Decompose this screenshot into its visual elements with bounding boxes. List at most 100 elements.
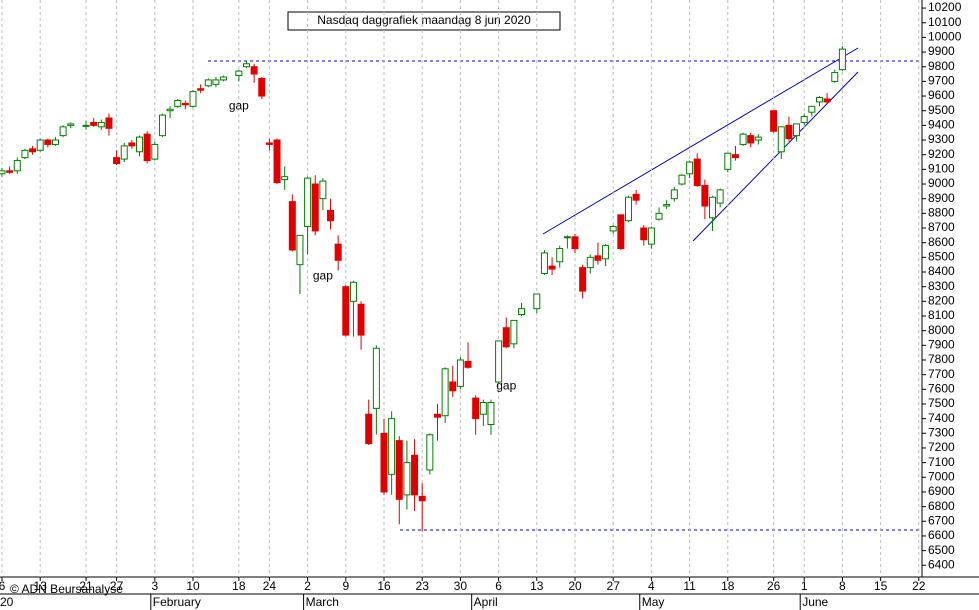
- candle-body: [594, 255, 602, 261]
- candle-body: [678, 174, 686, 185]
- y-tick-label: 6500: [928, 543, 955, 557]
- title-box: [287, 11, 561, 31]
- x-tick-label: 18: [232, 579, 246, 593]
- y-tick-label: 7000: [928, 469, 955, 483]
- annotation: gap: [229, 98, 249, 112]
- x-tick-label: 11: [683, 579, 696, 593]
- candle-body: [739, 133, 747, 145]
- y-tick-label: 8500: [928, 250, 955, 264]
- candle-body: [686, 161, 694, 175]
- candle-body: [731, 154, 739, 159]
- y-tick-label: 9000: [928, 176, 955, 190]
- y-tick-label: 9200: [928, 147, 955, 161]
- candle-body: [770, 110, 778, 132]
- month-label: April: [474, 595, 498, 609]
- candle-body: [189, 91, 197, 107]
- y-tick-label: 8600: [928, 235, 955, 249]
- candle-body: [754, 136, 762, 141]
- month-label: June: [802, 595, 828, 609]
- candle-body: [166, 108, 174, 112]
- y-tick-label: 7100: [928, 455, 955, 469]
- y-tick-label: 6900: [928, 484, 955, 498]
- candle-body: [724, 152, 732, 170]
- candle-body: [808, 105, 816, 113]
- candle-body: [113, 157, 121, 164]
- candle-body: [411, 454, 419, 496]
- candle-body: [311, 183, 319, 232]
- candle-body: [663, 204, 671, 207]
- candle-body: [655, 212, 663, 220]
- candle-body: [815, 97, 823, 103]
- x-tick-label: 13: [530, 579, 544, 593]
- candle-body: [44, 139, 52, 145]
- candle-body: [510, 319, 518, 345]
- candle-body: [464, 360, 472, 368]
- candle-body: [13, 160, 21, 172]
- candle-body: [220, 76, 228, 81]
- candle-body: [242, 63, 250, 68]
- x-tick-label: 10: [186, 579, 200, 593]
- candle-body: [540, 252, 548, 274]
- x-tick-label: 15: [874, 579, 888, 593]
- candle-body: [800, 116, 808, 123]
- candle-body: [602, 245, 610, 260]
- candle-body: [548, 265, 556, 270]
- x-tick-label: 16: [377, 579, 391, 593]
- x-tick-label: 20: [568, 579, 582, 593]
- candle-body: [647, 227, 655, 245]
- candle-body: [105, 117, 113, 129]
- candle-body: [0, 170, 6, 175]
- candle-body: [97, 121, 105, 128]
- candle-body: [158, 114, 166, 137]
- y-tick-label: 8700: [928, 220, 955, 234]
- x-tick-label: 21: [79, 579, 93, 593]
- y-tick-label: 8100: [928, 308, 955, 322]
- x-tick-label: 24: [263, 579, 277, 593]
- candle-body: [181, 102, 189, 106]
- x-tick-label: 18: [721, 579, 735, 593]
- candle-body: [495, 340, 503, 383]
- y-tick-label: 9400: [928, 118, 955, 132]
- y-tick-label: 9700: [928, 74, 955, 88]
- x-tick-label: 1: [801, 579, 808, 593]
- candle-body: [502, 327, 510, 348]
- candle-body: [563, 236, 571, 239]
- candle-body: [433, 413, 441, 418]
- candle-body: [533, 293, 541, 310]
- candle-body: [609, 226, 617, 232]
- candle-body: [823, 98, 831, 103]
- candle-body: [342, 286, 350, 336]
- candle-body: [197, 88, 205, 91]
- y-tick-label: 8000: [928, 323, 955, 337]
- y-tick-label: 7300: [928, 425, 955, 439]
- month-label: March: [306, 595, 339, 609]
- candle-body: [380, 432, 388, 493]
- candle-body: [82, 124, 90, 127]
- candle-body: [29, 148, 37, 153]
- candle-body: [456, 359, 464, 387]
- candle-body: [365, 413, 373, 445]
- candle-body: [288, 201, 296, 251]
- x-tick-label: 27: [607, 579, 621, 593]
- y-tick-label: 9800: [928, 59, 955, 73]
- candle-body: [403, 462, 411, 496]
- y-tick-label: 7800: [928, 352, 955, 366]
- candle-body: [319, 180, 327, 200]
- candle-body: [701, 184, 709, 207]
- candle-body: [90, 121, 98, 126]
- candle-body: [59, 126, 67, 137]
- x-tick-label: 8: [839, 579, 846, 593]
- y-tick-label: 7600: [928, 381, 955, 395]
- candle-body: [388, 418, 396, 475]
- candle-body: [709, 196, 717, 219]
- candle-body: [793, 123, 801, 137]
- candle-body: [372, 347, 380, 409]
- candle-body: [281, 176, 289, 181]
- candle-body: [349, 281, 357, 302]
- candle-body: [785, 124, 793, 140]
- candle-body: [716, 189, 724, 204]
- candle-body: [128, 142, 136, 147]
- annotation: gap: [313, 269, 333, 283]
- y-tick-label: 10000: [928, 30, 962, 44]
